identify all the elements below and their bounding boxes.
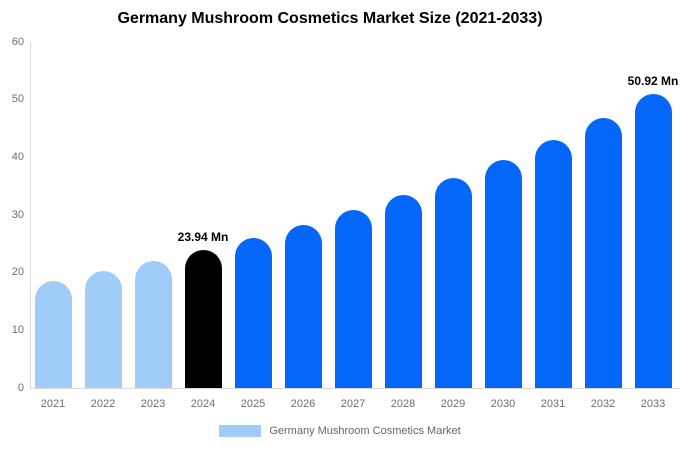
y-tick-label-30: 30 [11,208,24,221]
bar-2026[interactable] [284,224,322,388]
x-tick-label-2021: 2021 [40,398,66,410]
x-tick-label-2026: 2026 [290,398,316,410]
y-tick-label-60: 60 [11,35,24,48]
legend-label: Germany Mushroom Cosmetics Market [269,425,461,437]
bar-2028[interactable] [384,194,422,388]
x-tick-label-2032: 2032 [590,398,616,410]
bar-2031[interactable] [534,139,572,388]
bar-value-label-2033: 50.92 Mn [627,74,679,89]
chart-legend[interactable]: Germany Mushroom Cosmetics Market [0,425,680,437]
y-tick-label-40: 40 [11,150,24,163]
y-tick-label-0: 0 [17,381,24,394]
x-tick-label-2030: 2030 [490,398,516,410]
x-tick-label-2029: 2029 [440,398,466,410]
bar-2033[interactable] [634,94,672,388]
x-tick-label-2027: 2027 [340,398,366,410]
y-tick-label-50: 50 [11,93,24,106]
x-tick-label-2023: 2023 [140,398,166,410]
legend-swatch [219,425,262,437]
bar-value-label-2024: 23.94 Mn [177,229,229,244]
bar-2021[interactable] [34,280,72,388]
x-axis-line [30,388,680,389]
bar-2024[interactable] [184,249,222,388]
x-tick-label-2031: 2031 [540,398,566,410]
x-tick-label-2028: 2028 [390,398,416,410]
bar-2027[interactable] [334,210,372,388]
bar-2029[interactable] [434,178,472,388]
x-tick-label-2025: 2025 [240,398,266,410]
y-axis-line [30,42,31,388]
chart-title: Germany Mushroom Cosmetics Market Size (… [117,10,543,27]
bar-2030[interactable] [484,159,522,388]
x-tick-label-2022: 2022 [90,398,116,410]
bar-2023[interactable] [134,261,172,388]
x-tick-label-2024: 2024 [190,398,216,410]
bar-2022[interactable] [84,271,122,388]
bar-2032[interactable] [584,117,622,388]
x-tick-label-2033: 2033 [640,398,666,410]
y-tick-label-20: 20 [11,266,24,279]
bar-2025[interactable] [234,237,272,388]
y-tick-label-10: 10 [11,323,24,336]
